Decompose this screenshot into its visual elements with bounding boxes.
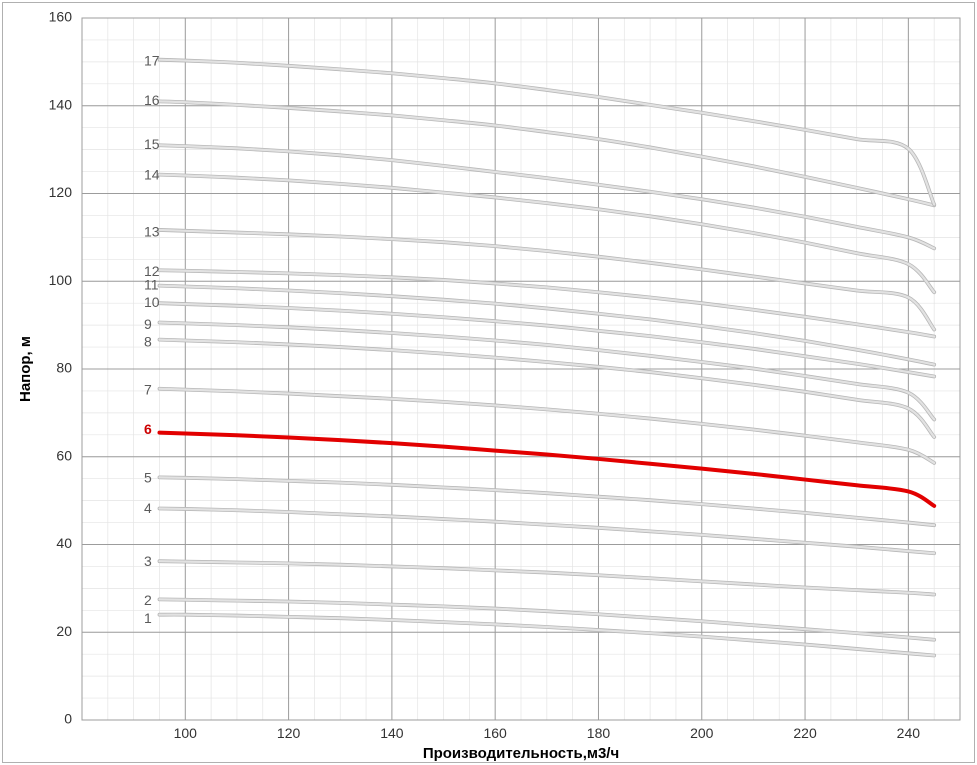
x-tick-label: 240 (897, 725, 921, 741)
series-label-4: 4 (144, 500, 152, 516)
y-tick-label: 0 (64, 711, 72, 727)
x-tick-label: 120 (277, 725, 301, 741)
x-tick-label: 100 (174, 725, 198, 741)
x-tick-label: 180 (587, 725, 611, 741)
y-axis-title: Напор, м (17, 336, 34, 402)
series-label-14: 14 (144, 167, 160, 183)
series-label-3: 3 (144, 553, 152, 569)
series-label-13: 13 (144, 224, 160, 240)
series-label-9: 9 (144, 316, 152, 332)
x-tick-label: 200 (690, 725, 714, 741)
y-tick-label: 120 (49, 184, 73, 200)
y-tick-label: 160 (49, 9, 73, 25)
x-tick-label: 220 (793, 725, 817, 741)
series-label-15: 15 (144, 136, 160, 152)
series-label-12: 12 (144, 263, 160, 279)
y-tick-label: 40 (56, 535, 72, 551)
x-tick-label: 140 (380, 725, 404, 741)
y-tick-label: 20 (56, 623, 72, 639)
pump-curve-chart: 1234567891011121314151617100120140160180… (0, 0, 977, 765)
series-label-1: 1 (144, 610, 152, 626)
y-tick-label: 100 (49, 272, 73, 288)
series-label-5: 5 (144, 469, 152, 485)
y-tick-label: 80 (56, 360, 72, 376)
series-label-16: 16 (144, 92, 160, 108)
series-label-6: 6 (144, 421, 152, 437)
x-tick-label: 160 (483, 725, 507, 741)
y-tick-label: 60 (56, 447, 72, 463)
series-label-7: 7 (144, 382, 152, 398)
series-label-2: 2 (144, 592, 152, 608)
series-label-17: 17 (144, 53, 160, 69)
chart-canvas: 1234567891011121314151617100120140160180… (0, 0, 977, 765)
series-label-10: 10 (144, 294, 160, 310)
x-axis-title: Производительность,м3/ч (423, 745, 619, 762)
y-tick-label: 140 (49, 96, 73, 112)
series-label-8: 8 (144, 333, 152, 349)
